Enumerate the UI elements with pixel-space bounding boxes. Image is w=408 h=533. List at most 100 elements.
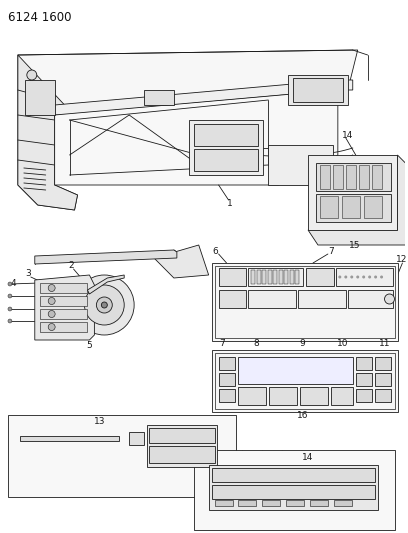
Text: 10: 10 xyxy=(337,340,348,349)
Text: 15: 15 xyxy=(349,240,361,249)
Text: 8: 8 xyxy=(253,340,259,349)
Polygon shape xyxy=(87,275,124,294)
Bar xyxy=(310,500,328,506)
Bar xyxy=(215,500,233,506)
Bar xyxy=(219,290,246,308)
Circle shape xyxy=(48,311,55,318)
Circle shape xyxy=(362,276,365,279)
Bar xyxy=(40,283,87,293)
Text: >: > xyxy=(224,376,229,382)
Bar xyxy=(290,270,294,284)
Bar xyxy=(40,322,87,332)
Bar xyxy=(316,163,390,191)
Bar xyxy=(239,357,353,384)
Circle shape xyxy=(48,285,55,292)
Text: 6124 1600: 6124 1600 xyxy=(8,11,71,24)
Bar xyxy=(194,149,258,171)
Bar xyxy=(149,428,215,443)
Circle shape xyxy=(8,319,12,323)
Text: >: > xyxy=(224,360,229,366)
Bar xyxy=(286,500,304,506)
Text: 14: 14 xyxy=(342,132,353,141)
Text: <: < xyxy=(224,392,229,398)
Circle shape xyxy=(350,276,353,279)
Bar xyxy=(320,165,330,189)
Bar xyxy=(273,270,277,284)
Bar xyxy=(356,357,372,370)
Bar xyxy=(316,194,390,222)
Bar xyxy=(144,90,174,105)
Bar xyxy=(288,75,348,105)
Text: 13: 13 xyxy=(93,417,105,426)
Polygon shape xyxy=(308,155,397,230)
Circle shape xyxy=(84,285,124,325)
Text: A/C: A/C xyxy=(287,365,304,375)
Bar xyxy=(336,268,393,286)
Circle shape xyxy=(27,70,37,80)
Bar xyxy=(375,373,390,386)
Text: 7: 7 xyxy=(328,247,334,256)
Bar xyxy=(334,500,352,506)
Bar xyxy=(356,373,372,386)
Bar xyxy=(215,353,395,409)
Text: 2: 2 xyxy=(69,261,74,270)
Polygon shape xyxy=(55,90,338,185)
Bar xyxy=(293,78,343,102)
Bar xyxy=(257,270,261,284)
Circle shape xyxy=(101,302,107,308)
Bar xyxy=(212,350,399,412)
Bar xyxy=(284,270,288,284)
Text: TV: TV xyxy=(229,296,236,302)
Circle shape xyxy=(338,276,341,279)
Circle shape xyxy=(48,297,55,304)
Bar xyxy=(215,266,395,338)
Text: 6: 6 xyxy=(213,247,219,256)
Circle shape xyxy=(380,276,383,279)
Circle shape xyxy=(385,294,395,304)
Circle shape xyxy=(8,282,12,286)
Bar xyxy=(375,357,390,370)
Bar xyxy=(20,436,119,441)
Polygon shape xyxy=(55,80,353,115)
Bar xyxy=(268,270,272,284)
Bar xyxy=(268,145,333,185)
Bar xyxy=(219,268,246,286)
Bar xyxy=(40,309,87,319)
Circle shape xyxy=(368,276,371,279)
Polygon shape xyxy=(308,155,408,245)
Bar xyxy=(251,270,255,284)
Bar xyxy=(359,165,369,189)
Circle shape xyxy=(8,307,12,311)
Text: 7: 7 xyxy=(220,340,226,349)
Bar xyxy=(342,196,360,218)
Bar xyxy=(239,500,256,506)
Bar xyxy=(25,80,55,115)
Circle shape xyxy=(344,276,347,279)
Bar xyxy=(194,450,395,530)
Bar xyxy=(248,290,296,308)
Bar xyxy=(8,415,237,497)
Text: SELECT: SELECT xyxy=(312,296,332,302)
Text: 9: 9 xyxy=(299,340,305,349)
Circle shape xyxy=(75,275,134,335)
Text: PUSH ON: PUSH ON xyxy=(359,296,383,302)
Bar xyxy=(212,468,375,482)
Text: 3: 3 xyxy=(25,269,31,278)
Bar xyxy=(298,290,346,308)
Polygon shape xyxy=(18,55,78,210)
Bar xyxy=(295,270,299,284)
Bar xyxy=(279,270,283,284)
Text: 14: 14 xyxy=(302,454,314,463)
Text: 16: 16 xyxy=(297,411,309,421)
Text: OFF: OFF xyxy=(247,393,257,399)
Bar xyxy=(149,446,215,463)
Text: A/C: A/C xyxy=(227,274,238,279)
Bar xyxy=(219,357,235,370)
Bar xyxy=(300,387,328,405)
Bar xyxy=(219,389,235,402)
Circle shape xyxy=(374,276,377,279)
Polygon shape xyxy=(35,275,94,340)
Bar xyxy=(356,389,372,402)
Bar xyxy=(364,196,381,218)
Bar xyxy=(375,389,390,402)
